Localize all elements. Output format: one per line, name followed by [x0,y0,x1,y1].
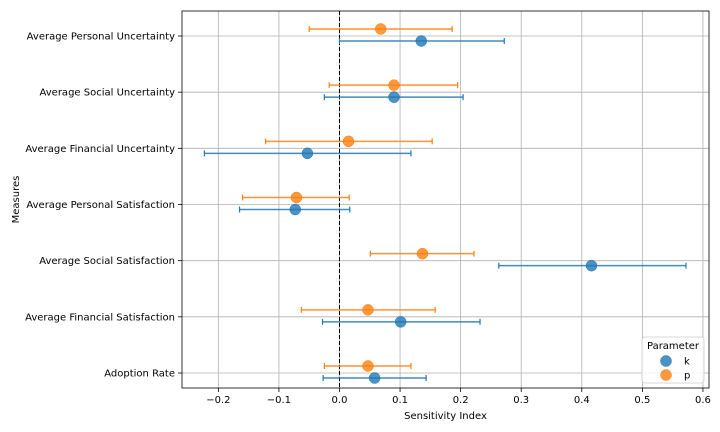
x-tick-label: 0.4 [574,395,590,406]
x-axis: −0.2 −0.1 0.0 0.1 0.2 0.3 0.4 0.5 0.6 [206,388,711,406]
data-point-k [585,259,598,272]
legend-marker-p [660,369,672,381]
data-point-k [289,203,302,216]
x-tick-label: 0.3 [513,395,529,406]
legend: Parameter kp [641,336,705,384]
y-tick-label: Average Financial Satisfaction [25,312,175,323]
y-tick-label: Average Personal Satisfaction [26,200,175,211]
y-tick-label: Average Financial Uncertainty [25,144,175,155]
y-tick-label: Adoption Rate [104,369,175,380]
y-tick-label: Average Personal Uncertainty [27,32,175,43]
y-tick-label: Average Social Uncertainty [40,88,176,99]
data-marks [203,23,687,384]
x-tick-label: 0.2 [453,395,469,406]
data-point-p [342,135,355,148]
y-axis-label: Measures [11,176,22,224]
x-tick-label: 0.1 [392,395,408,406]
data-point-p [388,79,400,91]
x-tick-label: 0.5 [634,395,650,406]
series-p [241,23,475,372]
x-axis-label: Sensitivity Index [404,411,487,422]
data-point-k [415,35,428,47]
plot-frame [181,10,710,389]
y-axis: Average Personal Uncertainty Average Soci… [25,32,182,380]
legend-marker-k [660,355,672,367]
data-point-p [374,23,387,35]
legend-title: Parameter [647,341,700,352]
y-tick-label: Average Social Satisfaction [39,256,175,267]
data-point-p [290,191,303,204]
legend-label-p: p [684,371,690,382]
data-point-p [362,304,374,316]
x-tick-label: −0.2 [206,395,230,406]
grid [182,11,709,388]
data-point-k [388,91,400,103]
data-point-k [394,316,407,328]
data-point-p [416,247,429,260]
data-point-p [362,360,374,372]
legend-label-k: k [684,357,690,368]
x-tick-label: 0.6 [695,395,711,406]
data-point-k [301,147,314,160]
x-tick-label: 0.0 [332,395,348,406]
legend-box [641,336,705,384]
data-point-k [368,372,381,384]
series-k [203,35,687,384]
x-tick-label: −0.1 [267,395,291,406]
